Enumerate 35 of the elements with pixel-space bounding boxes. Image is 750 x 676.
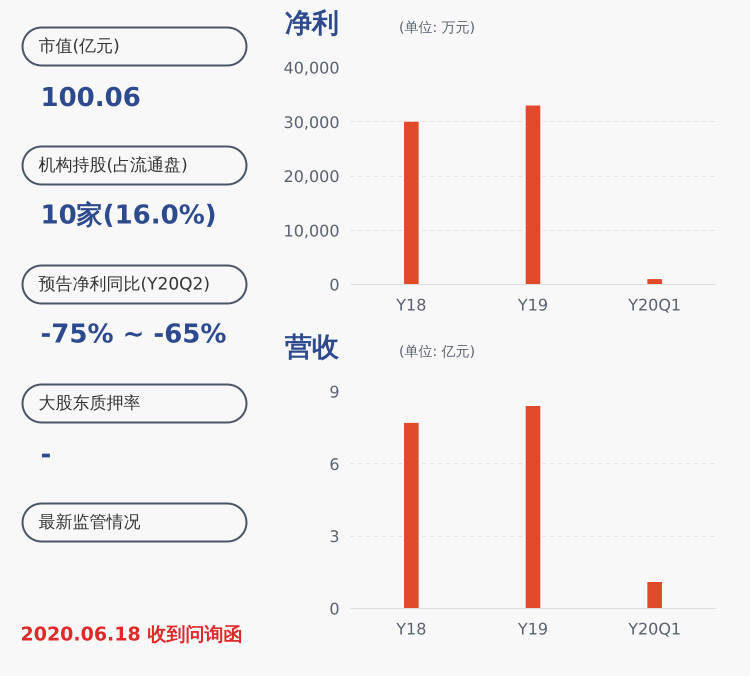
- text: 预告净利同比(Y20Q2): [38, 274, 210, 294]
- y-tick-label: 6: [329, 454, 340, 474]
- y-tick-label: 3: [329, 527, 340, 546]
- text: 100.06: [40, 83, 141, 113]
- y-tick-label: 30,000: [284, 112, 340, 132]
- x-tick-label: Y20Q1: [627, 620, 682, 638]
- bar: [526, 105, 540, 284]
- text: 机构持股(占流通盘): [38, 156, 188, 176]
- y-tick-label: 0: [329, 276, 340, 294]
- x-tick-label: Y19: [516, 296, 548, 314]
- x-tick-label: Y19: [516, 620, 548, 638]
- text: 市值(亿元): [38, 36, 120, 56]
- y-tick-label: 20,000: [284, 167, 340, 186]
- chart-subtitle: (单位: 万元): [399, 20, 476, 36]
- text: -75% ~ -65%: [40, 320, 226, 350]
- bar: [647, 582, 662, 608]
- text: 最新监管情况: [38, 512, 140, 532]
- text: 2020.06.18 收到问询函: [20, 624, 242, 646]
- x-tick-label: Y18: [395, 296, 426, 314]
- y-tick-label: 0: [329, 600, 340, 618]
- chart-title: 净利: [285, 8, 339, 39]
- x-tick-label: Y18: [395, 620, 426, 638]
- y-tick-label: 40,000: [284, 58, 340, 78]
- chart-title: 营收: [285, 332, 339, 363]
- chart-subtitle: (单位: 亿元): [399, 344, 476, 360]
- text: 大股东质押率: [38, 394, 140, 414]
- bar: [404, 122, 419, 284]
- x-tick-label: Y20Q1: [627, 296, 682, 314]
- text: 10家(16.0%): [40, 200, 217, 230]
- bar: [404, 422, 419, 608]
- y-tick-label: 10,000: [284, 221, 340, 240]
- text: -: [40, 440, 52, 470]
- bar: [647, 279, 662, 284]
- bar: [526, 406, 540, 608]
- y-tick-label: 9: [329, 382, 340, 402]
